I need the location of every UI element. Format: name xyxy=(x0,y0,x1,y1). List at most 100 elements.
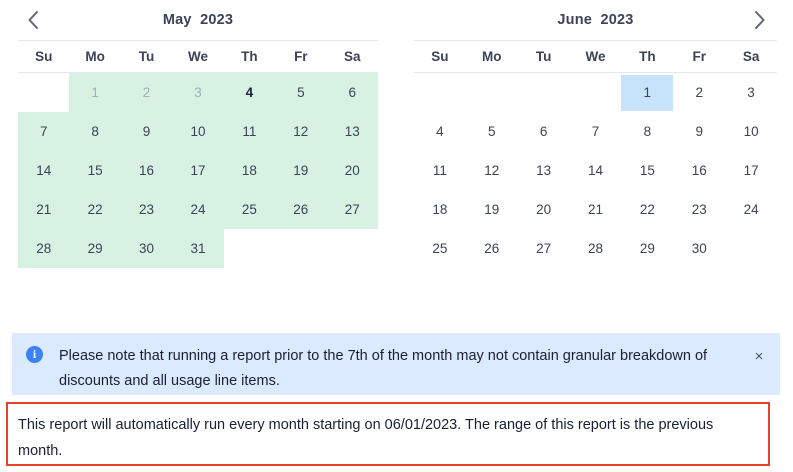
day-cell-29[interactable]: 29 xyxy=(621,229,673,268)
day-cell-1[interactable]: 1 xyxy=(621,73,674,112)
day-cell-23[interactable]: 23 xyxy=(120,190,173,229)
day-cell-empty xyxy=(518,73,570,112)
day-cell-30[interactable]: 30 xyxy=(120,229,173,268)
day-number: 4 xyxy=(436,124,444,139)
day-cell-21[interactable]: 21 xyxy=(18,190,70,229)
day-cell-2[interactable]: 2 xyxy=(120,73,173,112)
day-number: 10 xyxy=(190,124,206,139)
day-cell-3[interactable]: 3 xyxy=(172,73,224,112)
day-cell-20[interactable]: 20 xyxy=(326,151,378,190)
day-cell-7[interactable]: 7 xyxy=(18,112,70,151)
day-cell-16[interactable]: 16 xyxy=(120,151,173,190)
day-cell-15[interactable]: 15 xyxy=(621,151,673,190)
month-title-june: June 2023 xyxy=(557,12,634,28)
day-number: 5 xyxy=(488,124,496,139)
day-cell-7[interactable]: 7 xyxy=(570,112,622,151)
day-cell-24[interactable]: 24 xyxy=(172,190,224,229)
day-cell-16[interactable]: 16 xyxy=(673,151,725,190)
day-cell-1[interactable]: 1 xyxy=(69,73,121,112)
day-cell-2[interactable]: 2 xyxy=(673,73,725,112)
day-number: 18 xyxy=(432,202,448,217)
day-number: 14 xyxy=(36,163,52,178)
weekday-fr: Fr xyxy=(692,49,706,64)
day-cell-14[interactable]: 14 xyxy=(18,151,70,190)
day-cell-17[interactable]: 17 xyxy=(172,151,224,190)
day-cell-empty xyxy=(18,73,69,112)
day-cell-8[interactable]: 8 xyxy=(621,112,673,151)
day-cell-11[interactable]: 11 xyxy=(223,112,276,151)
day-number: 13 xyxy=(536,163,552,178)
day-cell-31[interactable]: 31 xyxy=(172,229,224,268)
day-cell-5[interactable]: 5 xyxy=(275,73,327,112)
day-cell-19[interactable]: 19 xyxy=(466,190,518,229)
week-row: 18 19 20 21 22 23 24 xyxy=(414,190,777,229)
day-cell-6[interactable]: 6 xyxy=(518,112,570,151)
day-cell-5[interactable]: 5 xyxy=(466,112,518,151)
day-number: 21 xyxy=(36,202,52,217)
day-number: 16 xyxy=(139,163,155,178)
day-number: 11 xyxy=(432,163,447,178)
day-cell-27[interactable]: 27 xyxy=(518,229,570,268)
day-cell-empty xyxy=(466,73,518,112)
day-number xyxy=(327,229,378,268)
day-cell-28[interactable]: 28 xyxy=(18,229,70,268)
info-circle-icon: i xyxy=(26,346,43,363)
day-number: 29 xyxy=(87,241,103,256)
day-number: 20 xyxy=(344,163,360,178)
day-number: 3 xyxy=(747,85,755,100)
day-cell-9[interactable]: 9 xyxy=(673,112,725,151)
day-cell-9[interactable]: 9 xyxy=(120,112,173,151)
day-number: 30 xyxy=(691,241,707,256)
day-cell-28[interactable]: 28 xyxy=(570,229,622,268)
day-number: 23 xyxy=(691,202,707,217)
day-cell-10[interactable]: 10 xyxy=(725,112,777,151)
weekday-header-june: Su Mo Tu We Th Fr Sa xyxy=(414,40,777,73)
day-cell-8[interactable]: 8 xyxy=(69,112,121,151)
day-number xyxy=(569,73,621,112)
day-number: 8 xyxy=(91,124,99,139)
day-cell-25[interactable]: 25 xyxy=(414,229,466,268)
day-cell-15[interactable]: 15 xyxy=(69,151,121,190)
weekday-th: Th xyxy=(241,49,258,64)
day-cell-6[interactable]: 6 xyxy=(326,73,378,112)
weekday-we: We xyxy=(187,49,208,64)
day-cell-3[interactable]: 3 xyxy=(725,73,777,112)
day-cell-18[interactable]: 18 xyxy=(414,190,466,229)
day-cell-22[interactable]: 22 xyxy=(621,190,673,229)
day-cell-29[interactable]: 29 xyxy=(69,229,121,268)
day-cell-11[interactable]: 11 xyxy=(414,151,466,190)
close-icon[interactable]: × xyxy=(748,345,770,367)
day-cell-24[interactable]: 24 xyxy=(725,190,777,229)
day-cell-13[interactable]: 13 xyxy=(518,151,570,190)
day-cell-20[interactable]: 20 xyxy=(518,190,570,229)
day-cell-25[interactable]: 25 xyxy=(223,190,276,229)
day-number: 3 xyxy=(194,85,202,100)
day-cell-12[interactable]: 12 xyxy=(275,112,327,151)
day-cell-21[interactable]: 21 xyxy=(570,190,622,229)
day-cell-27[interactable]: 27 xyxy=(326,190,378,229)
day-cell-23[interactable]: 23 xyxy=(673,190,725,229)
day-cell-4[interactable]: 4 xyxy=(414,112,466,151)
day-number: 1 xyxy=(91,85,99,100)
day-cell-26[interactable]: 26 xyxy=(275,190,327,229)
day-cell-4[interactable]: 4 xyxy=(223,73,276,112)
day-cell-14[interactable]: 14 xyxy=(570,151,622,190)
day-cell-30[interactable]: 30 xyxy=(673,229,725,268)
week-row: 25 26 27 28 29 30 xyxy=(414,229,777,268)
day-cell-13[interactable]: 13 xyxy=(326,112,378,151)
day-cell-26[interactable]: 26 xyxy=(466,229,518,268)
day-cell-22[interactable]: 22 xyxy=(69,190,121,229)
day-number: 21 xyxy=(587,202,604,217)
day-number xyxy=(414,73,466,112)
day-number: 17 xyxy=(743,163,759,178)
day-cell-17[interactable]: 17 xyxy=(725,151,777,190)
next-month-button[interactable] xyxy=(743,4,777,36)
prev-month-button[interactable] xyxy=(16,4,50,36)
day-number: 7 xyxy=(39,124,48,139)
week-row: 1 2 3 4 5 6 xyxy=(18,73,378,112)
day-cell-12[interactable]: 12 xyxy=(466,151,518,190)
day-cell-18[interactable]: 18 xyxy=(223,151,276,190)
day-cell-19[interactable]: 19 xyxy=(275,151,327,190)
day-cell-10[interactable]: 10 xyxy=(172,112,224,151)
